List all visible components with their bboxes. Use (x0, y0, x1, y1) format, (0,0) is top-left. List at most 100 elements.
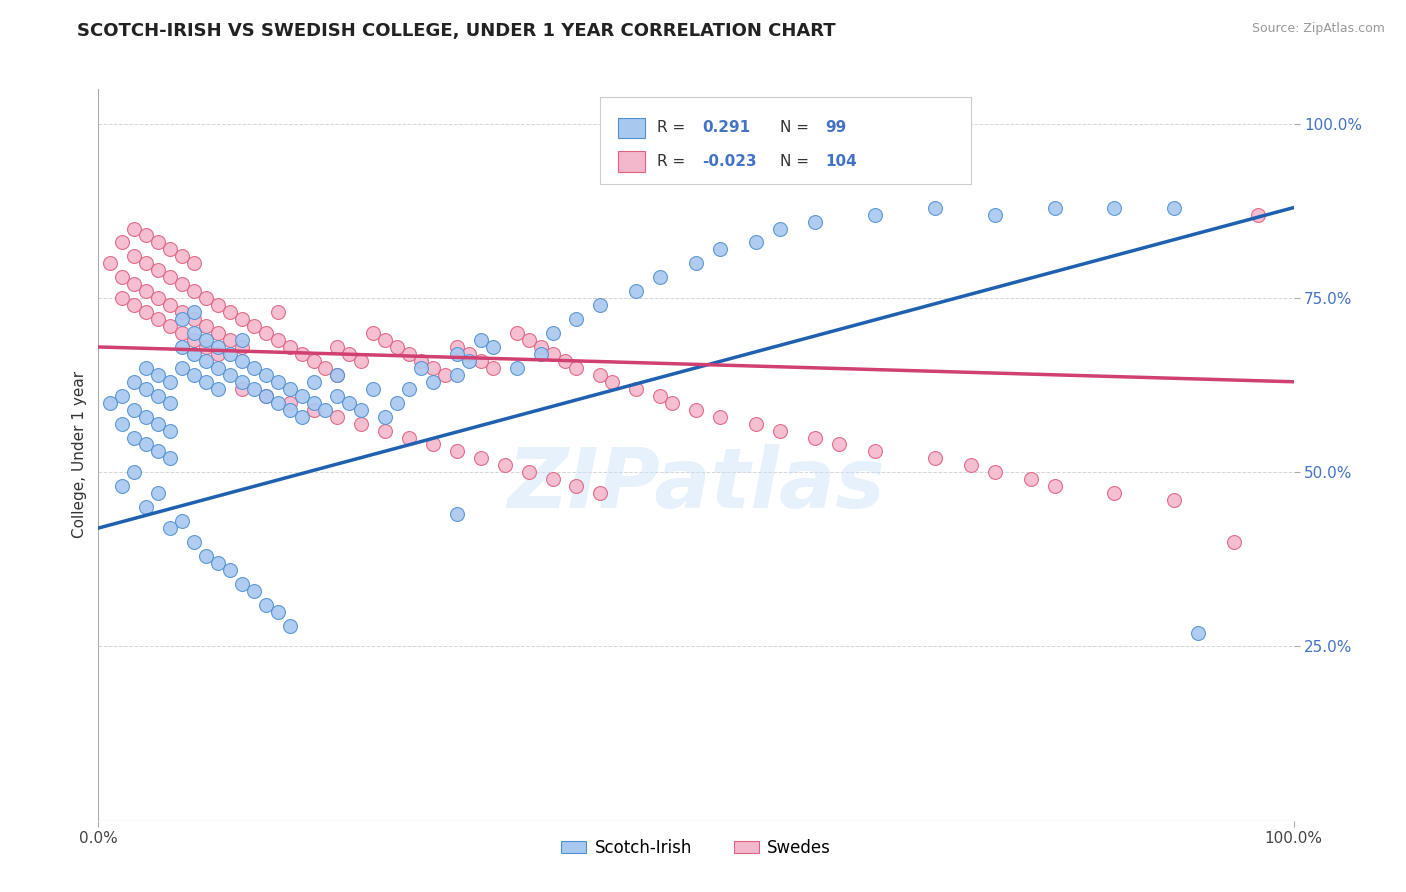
Point (207, 556, 229, 570)
Point (291, 389, 314, 403)
Point (278, 402, 301, 417)
Point (254, 598, 277, 612)
Point (1043, 201, 1066, 215)
Point (374, 333, 396, 347)
Point (481, 360, 505, 375)
Point (124, 430, 146, 444)
Point (243, 583, 266, 598)
Point (183, 368, 205, 382)
Point (422, 360, 444, 375)
Point (243, 360, 266, 375)
Point (398, 347, 420, 361)
Point (326, 340, 349, 354)
Point (148, 389, 170, 403)
Point (159, 270, 181, 285)
Point (626, 284, 648, 298)
Point (278, 340, 301, 354)
Point (626, 382, 648, 396)
Point (554, 354, 576, 368)
Point (541, 326, 564, 340)
Point (124, 221, 146, 235)
Point (302, 395, 325, 409)
Point (207, 347, 229, 361)
Point (506, 326, 529, 340)
Point (494, 458, 516, 473)
Point (960, 458, 983, 473)
Point (565, 360, 588, 375)
Point (172, 312, 194, 326)
Point (768, 221, 790, 235)
Point (315, 402, 337, 417)
Text: 0.291: 0.291 (702, 120, 749, 136)
Point (124, 402, 146, 417)
Point (254, 368, 277, 382)
Point (159, 298, 181, 312)
Point (219, 368, 242, 382)
Point (589, 298, 612, 312)
Point (709, 409, 731, 424)
Point (530, 340, 553, 354)
Point (648, 270, 672, 285)
Point (385, 395, 409, 409)
Point (685, 402, 707, 417)
Point (231, 333, 253, 347)
Point (183, 333, 205, 347)
Point (159, 319, 181, 334)
Point (183, 326, 205, 340)
Point (148, 417, 170, 431)
Point (924, 201, 946, 215)
Point (243, 382, 266, 396)
Point (924, 451, 946, 466)
Point (148, 444, 170, 458)
Point (172, 249, 194, 263)
Point (243, 319, 266, 334)
Point (589, 368, 612, 382)
Point (506, 360, 529, 375)
Point (231, 382, 253, 396)
Point (98, 256, 122, 270)
Point (219, 333, 242, 347)
Point (865, 208, 887, 222)
Point (804, 430, 827, 444)
Point (350, 354, 373, 368)
Point (458, 347, 481, 361)
Bar (619, 118, 644, 138)
Point (135, 256, 157, 270)
Point (446, 340, 468, 354)
Point (422, 375, 444, 389)
Point (768, 424, 790, 438)
Point (135, 437, 157, 451)
Point (1187, 625, 1209, 640)
Point (124, 249, 146, 263)
Point (398, 382, 420, 396)
Point (434, 368, 457, 382)
Point (219, 563, 242, 577)
Point (195, 333, 218, 347)
Text: N =: N = (779, 120, 814, 136)
Point (685, 256, 707, 270)
Point (195, 319, 218, 334)
Legend: Scotch-Irish, Swedes: Scotch-Irish, Swedes (554, 832, 838, 863)
Point (183, 312, 205, 326)
Point (195, 549, 218, 563)
Text: Source: ZipAtlas.com: Source: ZipAtlas.com (1251, 22, 1385, 36)
Point (648, 389, 672, 403)
Point (1019, 472, 1042, 486)
Point (219, 347, 242, 361)
Point (446, 444, 468, 458)
Text: SCOTCH-IRISH VS SWEDISH COLLEGE, UNDER 1 YEAR CORRELATION CHART: SCOTCH-IRISH VS SWEDISH COLLEGE, UNDER 1… (77, 22, 837, 40)
Point (124, 277, 146, 292)
Point (172, 340, 194, 354)
Point (315, 360, 337, 375)
Point (530, 347, 553, 361)
Point (302, 402, 325, 417)
Point (374, 424, 396, 438)
Point (148, 291, 170, 305)
Point (148, 368, 170, 382)
Point (183, 305, 205, 319)
Point (326, 368, 349, 382)
Point (302, 375, 325, 389)
Text: 99: 99 (825, 120, 846, 136)
Text: R =: R = (657, 154, 690, 169)
Point (231, 375, 253, 389)
